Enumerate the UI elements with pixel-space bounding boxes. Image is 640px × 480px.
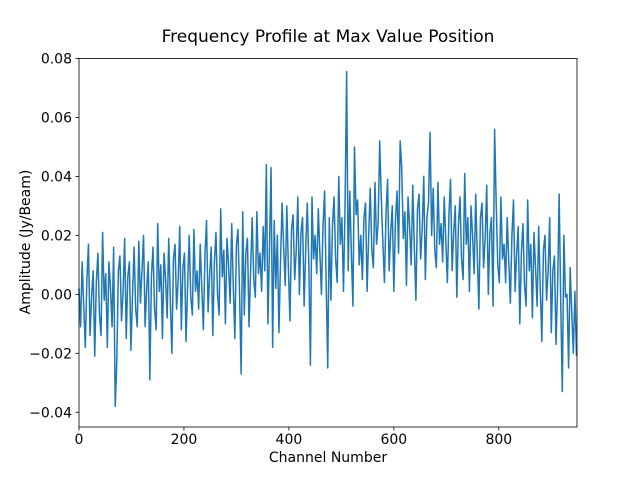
data-line [78, 71, 578, 408]
axes-spines [78, 58, 578, 428]
x-tick-label: 600 [380, 432, 407, 448]
y-tick-label: 0.02 [41, 228, 72, 244]
y-tick-label: 0.06 [41, 110, 72, 126]
y-tick-label: 0.00 [41, 287, 72, 303]
y-tick-label: 0.04 [41, 169, 72, 185]
chart-title: Frequency Profile at Max Value Position [161, 27, 495, 47]
x-tick-label: 400 [276, 432, 303, 448]
y-tick-label: 0.08 [41, 52, 72, 68]
x-tick-label: 0 [75, 432, 84, 448]
x-tick-label: 800 [485, 432, 512, 448]
x-tick-label: 200 [171, 432, 198, 448]
x-axis-label: Channel Number [268, 450, 388, 466]
y-tick-label: −0.04 [29, 405, 72, 421]
y-axis-label: Amplitude (Jy/Beam) [18, 169, 34, 315]
y-tick-label: −0.02 [29, 346, 72, 362]
